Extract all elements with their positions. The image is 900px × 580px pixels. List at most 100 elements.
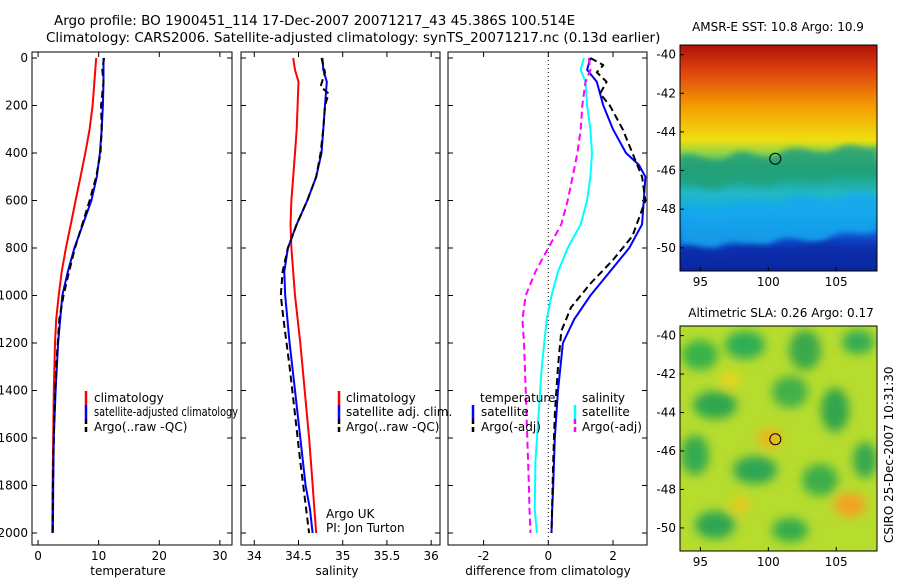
salinity-legend: climatology satellite adj. clim. Argo(..… [337,391,452,434]
sst-heatmap [680,45,877,271]
y-tick-label: 1200 [0,336,28,350]
series-line-climatology [289,57,318,534]
sla-anomaly-patches [681,330,877,542]
legend-label-climatology: climatology [94,391,164,405]
map-y-tick-label: -44 [656,406,676,420]
series-line-temperature-argo-adj [550,57,647,534]
argo-location-marker [769,152,782,165]
map-y-tick-label: -46 [656,444,676,458]
map-x-tick-label: 105 [825,555,848,569]
legend-label-climatology: climatology [346,391,416,405]
sla-heatmap [680,326,877,551]
legend-label-temp-satellite: satellite [481,405,529,419]
map-y-tick-label: -50 [656,521,676,535]
x-tick-label: 0 [544,549,552,563]
sst-map-panel: AMSR-E SST: 10.8 Argo: 10.9 95 100 105 -40 -… [656,20,878,289]
x-tick-label: 34 [247,549,262,563]
x-tick-label: 20 [152,549,167,563]
difference-legend: temperature satellite Argo(-adj) salinit… [471,391,642,434]
x-tick-label: -2 [478,549,490,563]
legend-label-argo: Argo(..raw -QC) [346,420,439,434]
difference-axes [447,51,648,546]
map-y-tick-label: -42 [656,367,676,381]
y-tick-label: 200 [5,99,28,113]
difference-panel: -2 0 2 difference from climatology tempera… [447,51,648,578]
figure-title-line1: Argo profile: BO 1900451_114 17-Dec-2007… [54,13,575,29]
side-timestamp-label: CSIRO 25-Dec-2007 10:31:30 [882,366,896,543]
series-line-salinity-satellite [533,57,593,534]
temperature-lines [51,57,106,534]
series-line-climatology [51,57,98,534]
y-tick-label: 1800 [0,479,28,493]
y-tick-label: 1400 [0,384,28,398]
x-tick-label: 34.5 [285,549,312,563]
temperature-legend: climatology satellite-adjusted climatolo… [84,391,238,434]
map-x-tick-label: 100 [757,275,780,289]
sla-map-ticks: 95 100 105 -40 -42 -44 -46 -48 -50 [656,329,847,569]
series-line-argo-raw-qc [279,57,330,534]
legend-title-temperature: temperature [480,391,555,405]
temperature-axes [31,51,233,546]
legend-title-salinity: salinity [582,391,625,405]
difference-xlabel: difference from climatology [465,564,631,578]
difference-lines [521,57,647,534]
x-tick-label: 2 [609,549,617,563]
series-line-satellite-adjusted-climatology [51,58,105,534]
difference-ticks: -2 0 2 [448,52,647,563]
y-tick-label: 1600 [0,431,28,445]
legend-label-temp-argo: Argo(-adj) [481,420,541,434]
map-y-tick-label: -40 [656,329,676,343]
credit-line1: Argo UK [326,507,375,521]
series-line-salinity-argo-adj [521,57,592,534]
x-tick-label: 36 [424,549,439,563]
credit-line2: PI: Jon Turton [326,521,405,535]
map-y-tick-label: -48 [656,482,676,496]
map-x-tick-label: 95 [693,555,708,569]
sla-map-title: Altimetric SLA: 0.26 Argo: 0.17 [688,306,873,320]
map-y-tick-label: -46 [656,164,676,178]
x-tick-label: 0 [34,549,42,563]
sst-map-frame [679,44,878,272]
legend-label-sal-satellite: satellite [582,405,630,419]
map-x-tick-label: 105 [825,275,848,289]
legend-label-satellite-adj: satellite adj. clim. [346,405,452,419]
sst-map-title: AMSR-E SST: 10.8 Argo: 10.9 [692,20,864,34]
x-tick-label: 10 [91,549,106,563]
salinity-panel: 34 34.5 35 35.5 36 salinity climatology sate… [240,51,452,578]
map-y-tick-label: -42 [656,86,676,100]
map-x-tick-label: 95 [693,275,708,289]
y-tick-label: 1000 [0,289,28,303]
y-tick-label: 2000 [0,526,28,540]
map-y-tick-label: -48 [656,202,676,216]
y-tick-label: 600 [5,194,28,208]
salinity-lines [279,57,330,534]
x-tick-label: 30 [212,549,227,563]
legend-label-satellite-adjusted: satellite-adjusted climatology [94,405,238,419]
y-tick-label: 800 [5,241,28,255]
salinity-xlabel: salinity [315,564,358,578]
argo-location-marker [769,433,782,446]
salinity-axes [240,51,441,546]
sla-map-frame [679,325,878,552]
x-tick-label: 35 [335,549,350,563]
temperature-xlabel: temperature [90,564,165,578]
y-tick-label: 400 [5,146,28,160]
salinity-ticks: 34 34.5 35 35.5 36 [241,52,440,563]
series-line-satellite-adj-clim [283,57,328,534]
series-line-argo-raw-qc [51,57,106,534]
temperature-panel: 0 10 20 30 0 200 400 600 800 1000 1200 1400 1600 1800… [0,51,238,578]
figure-title-line2: Climatology: CARS2006. Satellite-adjuste… [46,30,660,46]
series-line-temperature-satellite [550,57,647,534]
y-tick-label: 0 [20,51,28,65]
map-x-tick-label: 100 [757,555,780,569]
map-y-tick-label: -40 [656,48,676,62]
legend-label-sal-argo: Argo(-adj) [582,420,642,434]
temperature-ticks: 0 10 20 30 0 200 400 600 800 1000 1200 1400 1600 1800… [0,51,232,563]
sla-map-panel: Altimetric SLA: 0.26 Argo: 0.17 [656,306,878,569]
x-tick-label: 35.5 [374,549,401,563]
sst-map-ticks: 95 100 105 -40 -42 -44 -46 -48 -50 [656,48,847,289]
legend-label-argo: Argo(..raw -QC) [94,420,187,434]
map-y-tick-label: -50 [656,241,676,255]
map-y-tick-label: -44 [656,125,676,139]
